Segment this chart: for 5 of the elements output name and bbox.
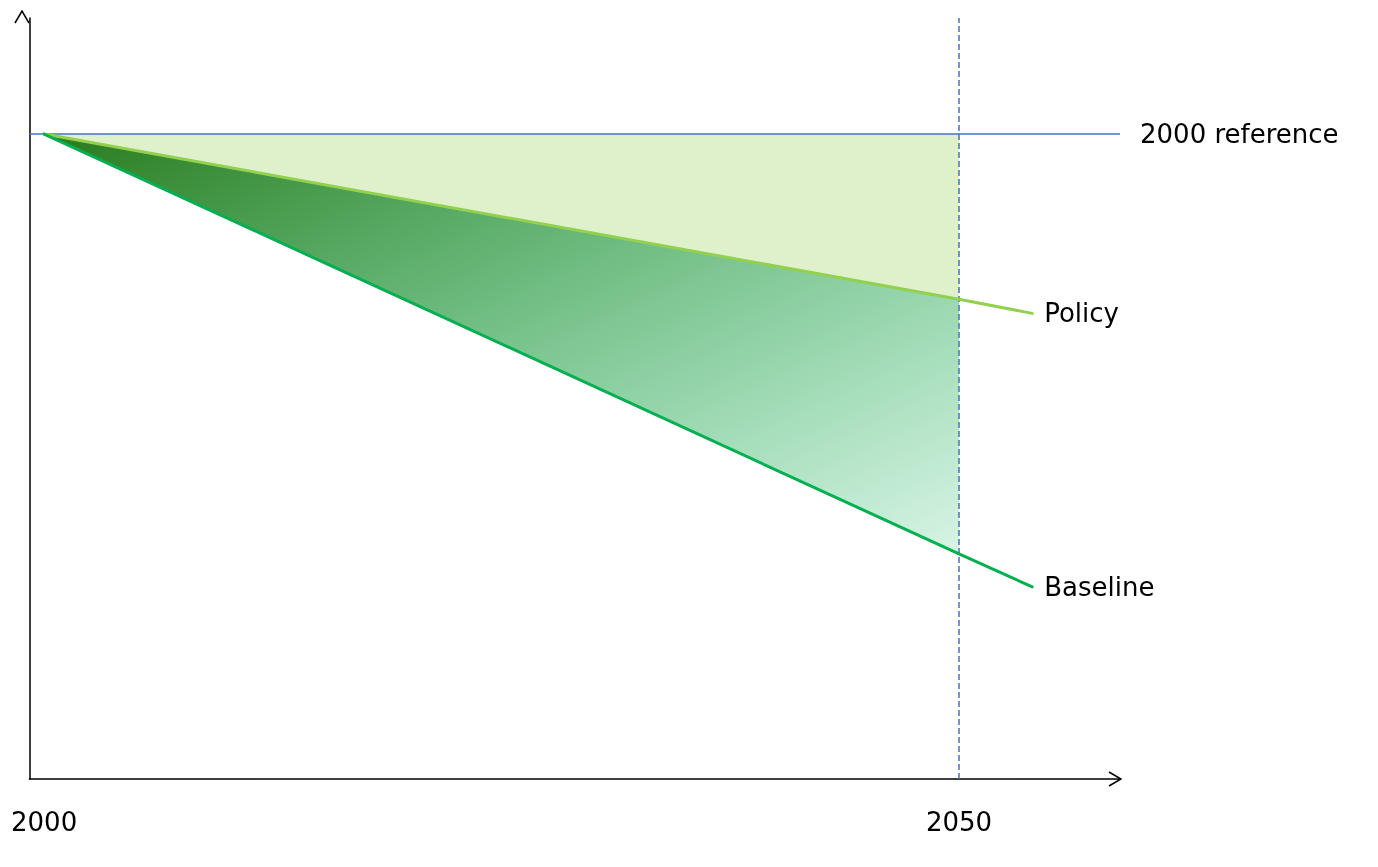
x-tick-label: 2050 bbox=[925, 807, 993, 837]
ref-line-label: 2000 reference bbox=[1140, 119, 1339, 150]
series-label: Baseline bbox=[1044, 571, 1155, 602]
series-label: Policy bbox=[1044, 298, 1119, 329]
x-tick-label: 2000 bbox=[11, 807, 78, 837]
